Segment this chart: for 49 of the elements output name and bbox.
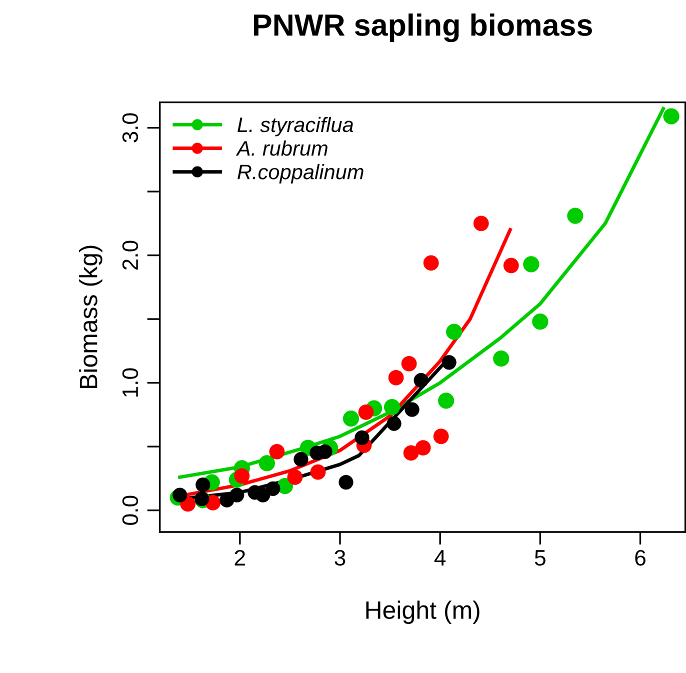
point xyxy=(438,392,454,409)
y-tick-label: 0.0 xyxy=(122,496,138,525)
point xyxy=(473,216,489,232)
point xyxy=(663,108,680,124)
point xyxy=(269,444,285,460)
point xyxy=(230,488,244,502)
y-axis-title: Biomass (kg) xyxy=(79,246,102,388)
point xyxy=(523,256,540,272)
point xyxy=(234,468,250,484)
point xyxy=(342,410,360,427)
y-tick-label: 3.0 xyxy=(122,113,138,142)
point xyxy=(384,398,400,416)
point xyxy=(403,445,419,461)
point xyxy=(338,474,354,490)
legend-label: R.coppalinum xyxy=(238,164,364,184)
point xyxy=(310,464,326,480)
point xyxy=(354,430,370,445)
point xyxy=(493,350,510,367)
point xyxy=(442,355,456,370)
x-tick-label: 6 xyxy=(635,550,646,566)
x-tick-label: 2 xyxy=(234,550,245,566)
point xyxy=(532,314,548,330)
x-tick-label: 4 xyxy=(434,550,446,566)
chart-title: PNWR sapling biomass xyxy=(254,13,592,42)
point xyxy=(266,481,280,496)
point xyxy=(172,488,188,502)
x-tick-label: 3 xyxy=(334,550,346,566)
point xyxy=(287,469,303,485)
point xyxy=(386,416,402,431)
point xyxy=(294,452,308,467)
point xyxy=(567,208,584,224)
x-axis-title: Height (m) xyxy=(366,600,480,624)
point xyxy=(388,370,404,386)
point xyxy=(446,324,462,340)
x-tick-label: 5 xyxy=(534,550,546,566)
point xyxy=(196,478,210,492)
legend-label: A. rubrum xyxy=(236,140,328,156)
point xyxy=(401,356,417,372)
point xyxy=(423,255,439,271)
point xyxy=(503,258,519,274)
point xyxy=(433,428,449,444)
legend-label: L. styraciflua xyxy=(238,116,354,136)
point xyxy=(358,404,374,420)
point xyxy=(414,372,428,388)
point xyxy=(415,440,431,456)
point xyxy=(258,455,276,472)
point xyxy=(404,402,420,417)
y-tick-label: 2.0 xyxy=(122,240,138,270)
y-tick-label: 1.0 xyxy=(122,368,138,397)
